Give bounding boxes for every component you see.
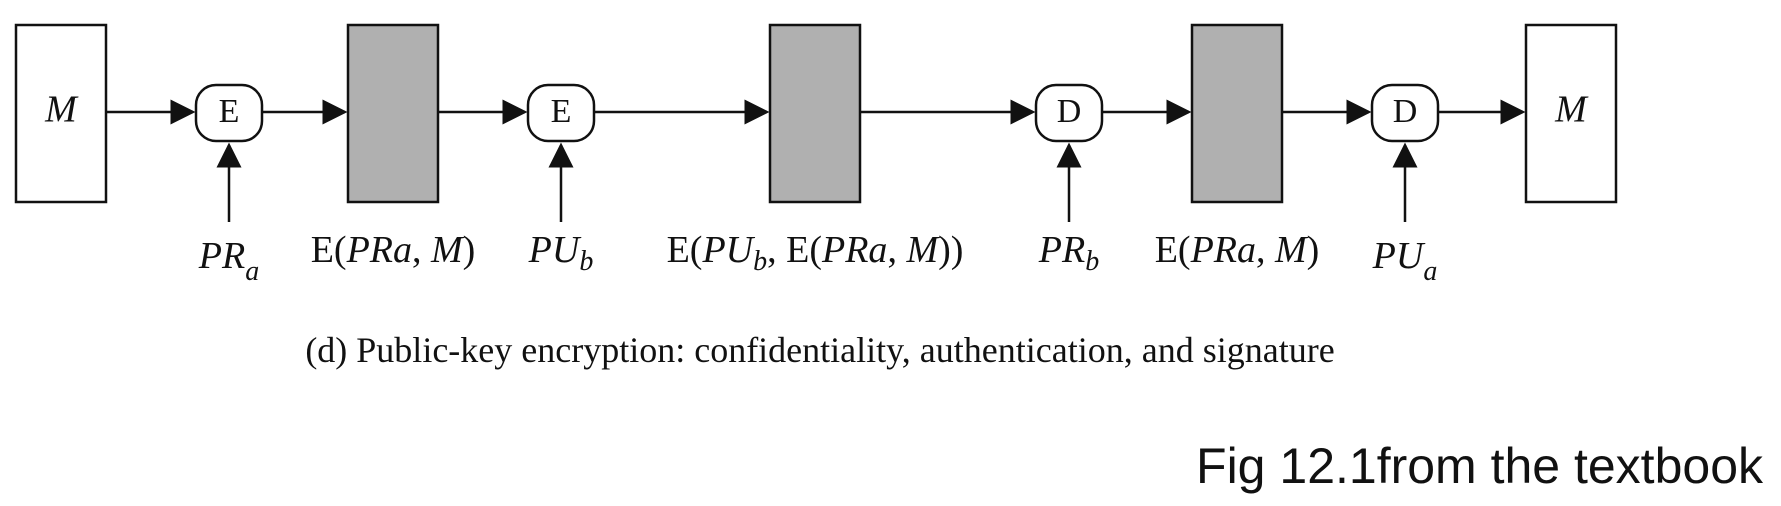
figure-source-note: Fig 12.1from the textbook <box>1196 438 1763 494</box>
output-message-label: M <box>1554 89 1589 131</box>
output-message-box <box>1524 23 1618 204</box>
decrypt-node-1-label: D <box>1057 93 1082 130</box>
key-label-4: PUa <box>1372 235 1438 287</box>
key-label-2: PUb <box>528 229 594 277</box>
encrypt-node-2-label: E <box>551 93 572 130</box>
ciphertext-box-1 <box>346 23 440 204</box>
input-message-label: M <box>44 89 79 131</box>
ciphertext-box-2 <box>768 23 862 204</box>
intermediate-label-3: E(PRa, M) <box>1155 229 1320 271</box>
intermediate-label-2: E(PUb, E(PRa, M)) <box>667 229 964 277</box>
encrypt-node-1-label: E <box>219 93 240 130</box>
key-label-1: PRa <box>198 235 259 287</box>
diagram-caption: (d) Public-key encryption: confidentiali… <box>305 330 1334 370</box>
key-label-3: PRb <box>1038 229 1099 277</box>
ciphertext-box-3 <box>1190 23 1284 204</box>
decrypt-node-2-label: D <box>1393 93 1418 130</box>
intermediate-label-1: E(PRa, M) <box>311 229 476 271</box>
input-message-box <box>14 23 108 204</box>
